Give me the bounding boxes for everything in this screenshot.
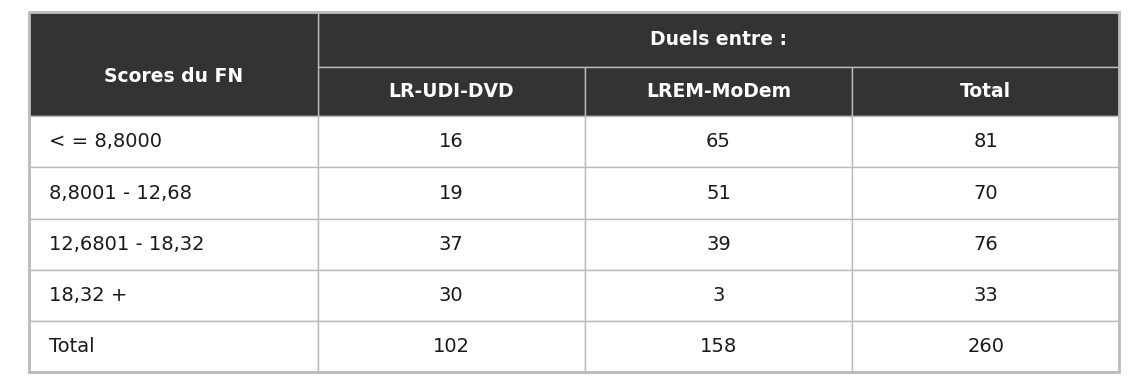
- Bar: [584, 321, 852, 372]
- Bar: [584, 219, 852, 270]
- Text: 65: 65: [706, 132, 731, 151]
- Text: LREM-MoDem: LREM-MoDem: [646, 82, 791, 101]
- Bar: [29, 219, 318, 270]
- Text: Scores du FN: Scores du FN: [103, 67, 242, 86]
- Bar: [318, 167, 584, 219]
- Text: LR-UDI-DVD: LR-UDI-DVD: [388, 82, 514, 101]
- Text: 76: 76: [974, 235, 998, 254]
- Bar: [318, 219, 584, 270]
- Text: Duels entre :: Duels entre :: [650, 30, 788, 49]
- Bar: [318, 270, 584, 321]
- Bar: [318, 12, 1119, 68]
- Bar: [318, 68, 584, 116]
- Text: 260: 260: [968, 338, 1004, 356]
- Bar: [852, 68, 1119, 116]
- Text: 51: 51: [706, 184, 731, 203]
- Bar: [29, 270, 318, 321]
- Bar: [318, 116, 584, 167]
- Text: 70: 70: [974, 184, 998, 203]
- Bar: [584, 167, 852, 219]
- Text: 12,6801 - 18,32: 12,6801 - 18,32: [49, 235, 204, 254]
- Text: 16: 16: [439, 132, 464, 151]
- Bar: [29, 321, 318, 372]
- Bar: [852, 116, 1119, 167]
- Bar: [29, 116, 318, 167]
- Text: 81: 81: [974, 132, 998, 151]
- Text: 37: 37: [439, 235, 464, 254]
- Text: < = 8,8000: < = 8,8000: [49, 132, 162, 151]
- Text: 3: 3: [712, 286, 724, 305]
- Bar: [29, 12, 318, 116]
- Bar: [852, 270, 1119, 321]
- Bar: [852, 167, 1119, 219]
- Bar: [584, 116, 852, 167]
- Text: 102: 102: [433, 338, 470, 356]
- Bar: [852, 321, 1119, 372]
- Bar: [29, 167, 318, 219]
- Text: Total: Total: [49, 338, 95, 356]
- Text: 18,32 +: 18,32 +: [49, 286, 127, 305]
- Bar: [584, 270, 852, 321]
- Bar: [852, 219, 1119, 270]
- Text: 19: 19: [439, 184, 464, 203]
- Text: Total: Total: [960, 82, 1011, 101]
- Text: 30: 30: [439, 286, 464, 305]
- Text: 33: 33: [974, 286, 998, 305]
- Text: 39: 39: [706, 235, 731, 254]
- Text: 158: 158: [700, 338, 737, 356]
- Bar: [584, 68, 852, 116]
- Bar: [318, 321, 584, 372]
- Text: 8,8001 - 12,68: 8,8001 - 12,68: [49, 184, 193, 203]
